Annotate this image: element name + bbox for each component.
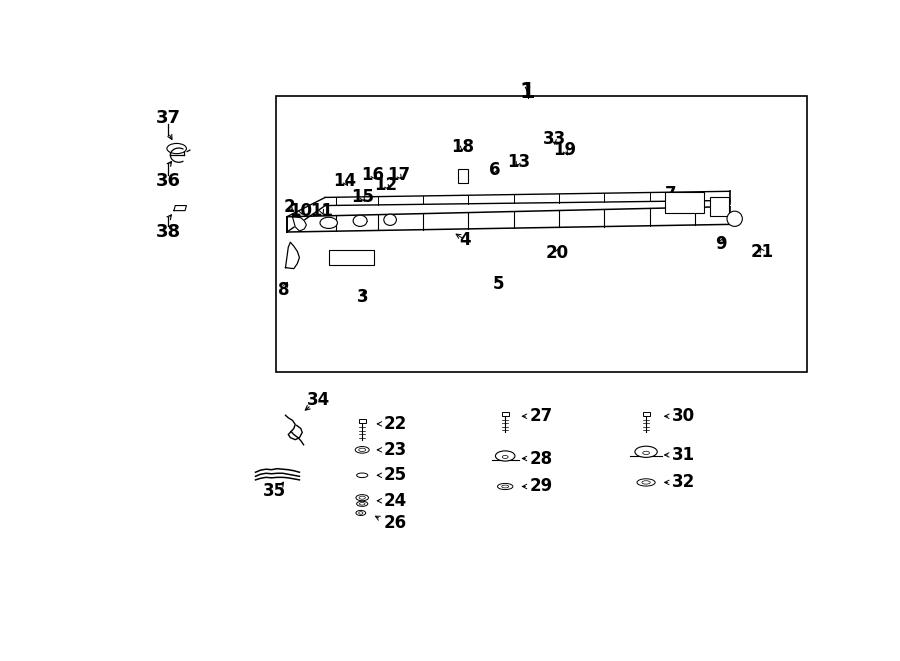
Bar [359,419,365,424]
Ellipse shape [642,481,651,484]
Text: 27: 27 [529,407,553,425]
Text: 18: 18 [451,137,474,155]
Bar [328,251,374,264]
Ellipse shape [356,510,365,516]
Text: 11: 11 [310,202,333,219]
Text: 16: 16 [361,166,384,184]
Ellipse shape [359,512,363,514]
Text: 12: 12 [374,176,398,194]
Text: 3: 3 [356,288,368,306]
Text: 1: 1 [520,82,536,102]
Text: 2: 2 [284,198,295,215]
Text: 10: 10 [289,202,312,219]
Text: 15: 15 [351,188,374,206]
Text: 5: 5 [492,275,504,293]
Bar [665,192,704,214]
Text: 36: 36 [156,172,181,190]
Ellipse shape [383,214,396,225]
Text: 13: 13 [507,153,530,171]
Ellipse shape [502,455,508,459]
Text: 37: 37 [156,109,181,127]
Ellipse shape [634,446,657,457]
Bar [501,412,508,416]
Ellipse shape [356,494,368,501]
Polygon shape [285,242,300,268]
Text: 28: 28 [529,449,553,467]
Text: 32: 32 [672,473,695,491]
Text: 23: 23 [383,441,407,459]
Ellipse shape [643,451,650,455]
Text: 38: 38 [156,223,181,241]
Ellipse shape [356,447,369,453]
Bar [709,197,729,216]
Text: 21: 21 [751,243,774,261]
Text: 14: 14 [333,172,356,190]
Ellipse shape [359,502,365,505]
Polygon shape [174,206,186,211]
Ellipse shape [353,215,367,227]
Text: 8: 8 [278,280,290,299]
Text: 34: 34 [307,391,330,409]
Bar [643,412,650,416]
Ellipse shape [498,483,513,490]
Bar [458,169,467,183]
Text: 24: 24 [383,492,407,510]
Text: 22: 22 [383,415,407,433]
Ellipse shape [356,473,368,478]
Text: 31: 31 [672,446,695,464]
Ellipse shape [359,448,365,451]
Text: 9: 9 [715,235,726,253]
Polygon shape [292,217,306,231]
Text: 35: 35 [263,482,286,500]
Text: 6: 6 [489,161,500,179]
Ellipse shape [495,451,515,461]
Text: 20: 20 [545,245,569,262]
Ellipse shape [320,217,338,229]
Text: 4: 4 [459,231,471,249]
Ellipse shape [727,211,742,227]
Bar [276,96,806,372]
Text: 33: 33 [543,130,565,148]
Text: 26: 26 [383,514,406,532]
Ellipse shape [501,485,508,488]
Text: 29: 29 [529,477,553,496]
Ellipse shape [166,143,186,153]
Text: 7: 7 [665,185,676,203]
Text: 19: 19 [553,141,576,159]
Ellipse shape [359,496,365,499]
Text: 25: 25 [383,466,406,485]
Ellipse shape [637,479,655,486]
Text: 30: 30 [672,407,695,425]
Ellipse shape [356,501,368,506]
Text: 17: 17 [387,166,410,184]
